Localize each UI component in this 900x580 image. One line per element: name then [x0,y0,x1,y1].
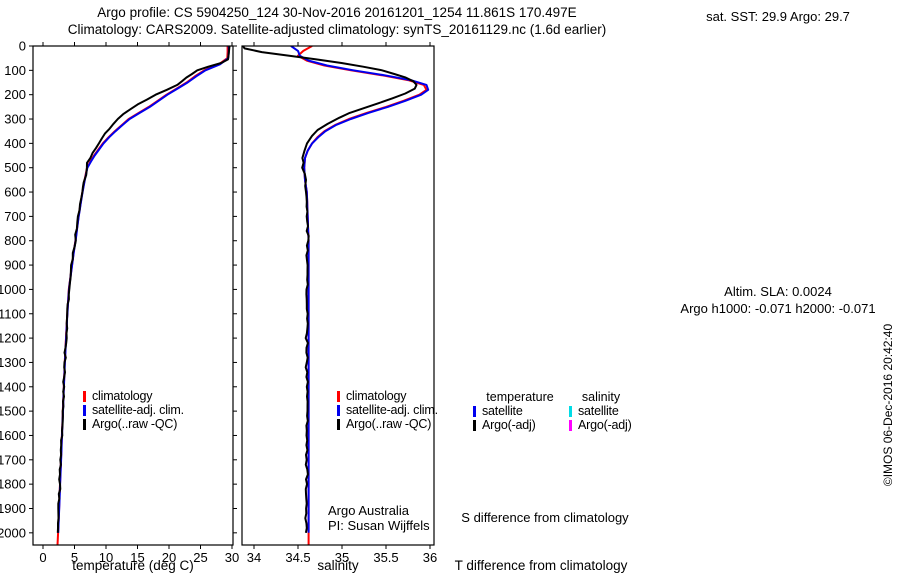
sal-diff-legend-title: salinity [556,388,646,406]
svg-text:1000: 1000 [0,282,26,297]
page-title: Argo profile: CS 5904250_124 30-Nov-2016… [97,5,577,20]
temp-diff-legend: satellite Argo(-adj) [473,404,536,432]
svg-text:1200: 1200 [0,331,26,346]
climatology-swatch [337,390,340,402]
legend-item-argo: Argo(..raw -QC) [83,417,184,431]
legend-label: climatology [346,389,407,403]
svg-text:100: 100 [4,63,26,78]
imos-credit: ©IMOS 06-Dec-2016 20:42:40 [881,323,895,487]
legend-item-argo-adj: Argo(-adj) [473,418,536,432]
legend-item-argo-adj: Argo(-adj) [569,418,632,432]
svg-text:20: 20 [162,550,176,565]
sst-map-title: sat. SST: 29.9 Argo: 29.7 [706,9,850,24]
svg-text:600: 600 [4,185,26,200]
svg-text:900: 900 [4,258,26,273]
temp-plot-legend: climatology satellite-adj. clim. Argo(..… [83,389,184,431]
temp-axis-label: temperature (deg C) [72,558,194,573]
legend-item-climatology: climatology [337,389,438,403]
legend-item-argo: Argo(..raw -QC) [337,417,438,431]
legend-item-satellite: satellite [473,404,536,418]
svg-text:1600: 1600 [0,428,26,443]
annotation-line1: Argo Australia [328,503,409,518]
svg-text:34.5: 34.5 [285,550,310,565]
svg-text:1900: 1900 [0,501,26,516]
svg-text:1500: 1500 [0,404,26,419]
salinity-plot-legend: climatology satellite-adj. clim. Argo(..… [337,389,438,431]
legend-label: Argo(..raw -QC) [346,417,432,431]
salinity-profile-axes: 34 34.5 35 35.5 36 [241,42,437,565]
salinity-profile-series-1 [290,46,430,533]
legend-label: climatology [92,389,153,403]
temperature-profile-series-1 [57,46,230,533]
satellite-sdiff-swatch [569,405,572,417]
legend-label: satellite-adj. clim. [346,403,438,417]
svg-text:35.5: 35.5 [373,550,398,565]
svg-text:1300: 1300 [0,355,26,370]
climatology-swatch [83,390,86,402]
satellite-clim-swatch [83,404,86,416]
satellite-clim-swatch [337,404,340,416]
satellite-tdiff-swatch [473,405,476,417]
salinity-axis-label: salinity [317,558,359,573]
legend-label: satellite [482,404,523,418]
svg-text:1700: 1700 [0,452,26,467]
svg-text:500: 500 [4,160,26,175]
salinity-profile-plot: 34 34.5 35 35.5 36 [241,42,437,565]
svg-text:1100: 1100 [0,306,26,321]
temp-diff-legend-title: temperature [470,388,570,406]
svg-text:5: 5 [71,550,78,565]
legend-label: satellite [578,404,619,418]
legend-item-satellite: satellite [569,404,632,418]
svg-text:15: 15 [130,550,144,565]
salinity-profile-series-0 [297,46,428,545]
sla-map-title-line2: Argo h1000: -0.071 h2000: -0.071 [680,301,876,316]
sdiff-axis-label: S difference from climatology [461,510,629,525]
temperature-profile-curves [56,46,231,545]
temperature-profile-plot: 0 5 10 15 20 25 300100200300400500600700800900… [0,39,239,566]
annotation-line2: PI: Susan Wijffels [328,517,430,533]
svg-text:0: 0 [19,39,26,54]
sla-map-title-line1: Altim. SLA: 0.0024 [724,284,832,299]
legend-label: Argo(-adj) [578,418,632,432]
svg-text:700: 700 [4,209,26,224]
pi-annotation: Argo Australia PI: Susan Wijffels [328,503,430,533]
svg-text:1800: 1800 [0,477,26,492]
temperature-profile-series-2 [56,46,231,533]
argo-sdiff-swatch [569,419,572,431]
legend-label: Argo(-adj) [482,418,536,432]
legend-label: Argo(..raw -QC) [92,417,178,431]
salinity-profile-series-2 [242,46,418,533]
svg-text:400: 400 [4,136,26,151]
sal-diff-legend: satellite Argo(-adj) [569,404,632,432]
svg-text:25: 25 [193,550,207,565]
legend-item-satellite-clim: satellite-adj. clim. [337,403,438,417]
temperature-profile-axes: 0 5 10 15 20 25 300100200300400500600700800900… [0,39,239,566]
legend-label: satellite-adj. clim. [92,403,184,417]
salinity-profile-curves [242,46,430,545]
legend-item-satellite-clim: satellite-adj. clim. [83,403,184,417]
svg-text:2000: 2000 [0,525,26,540]
svg-text:300: 300 [4,112,26,127]
argo-tdiff-swatch [473,419,476,431]
svg-text:800: 800 [4,233,26,248]
svg-text:35: 35 [335,550,349,565]
svg-text:200: 200 [4,87,26,102]
svg-text:36: 36 [423,550,437,565]
argo-swatch [83,418,86,430]
svg-text:30: 30 [225,550,239,565]
svg-text:10: 10 [99,550,113,565]
svg-text:0: 0 [39,550,46,565]
temperature-profile-series-0 [56,46,229,545]
legend-title: salinity [581,390,621,404]
page-subtitle: Climatology: CARS2009. Satellite-adjuste… [67,22,607,37]
tdiff-axis-label: T difference from climatology [454,558,628,573]
legend-item-climatology: climatology [83,389,184,403]
svg-text:1400: 1400 [0,379,26,394]
legend-title: temperature [486,390,554,404]
argo-swatch [337,418,340,430]
svg-text:34: 34 [247,550,261,565]
